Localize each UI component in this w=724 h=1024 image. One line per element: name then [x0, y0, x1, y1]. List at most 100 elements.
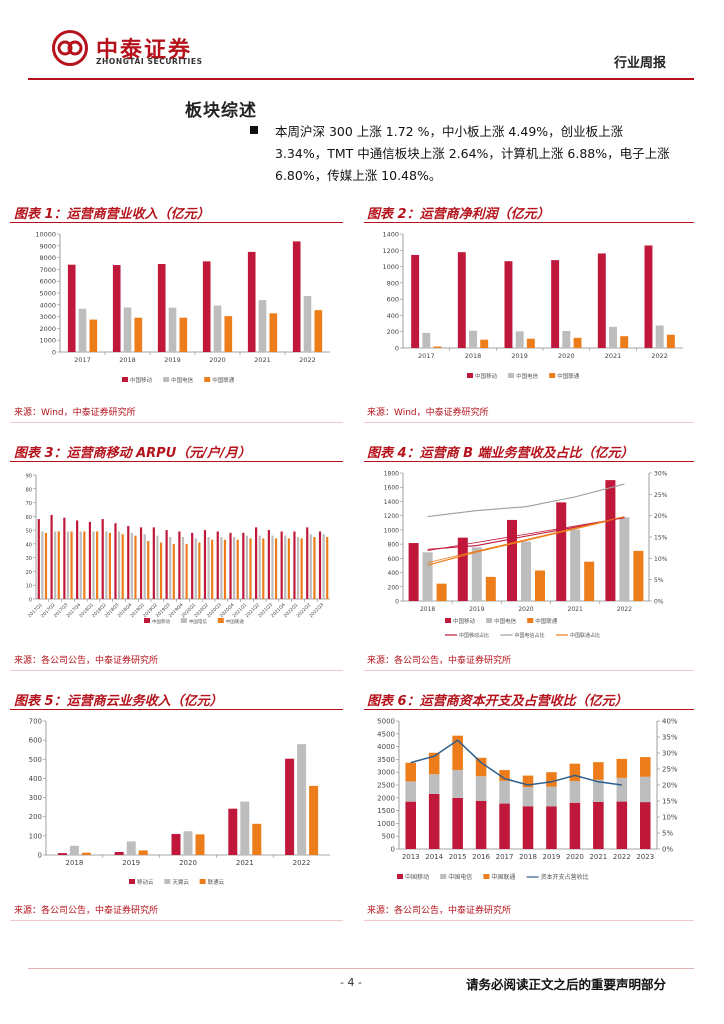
bar-mobile [306, 527, 309, 599]
bar-unicom [274, 538, 278, 599]
legend-swatch [397, 874, 403, 879]
y-tick-label: 600 [388, 556, 400, 563]
y2-tick-label: 30% [654, 471, 668, 478]
bar-mobile [267, 530, 270, 599]
bar-mobile [318, 531, 322, 599]
bar-mobile [229, 532, 232, 599]
bar-mobile [551, 260, 560, 348]
figure-6-title: 图表 6：运营商资本开支及占营收比（亿元） [367, 694, 628, 709]
x-tick-label: 2020 [209, 356, 226, 364]
x-tick-label: 2022 [613, 853, 631, 861]
x-tick-label: 2020 [179, 859, 197, 867]
bar-mobile [37, 519, 40, 599]
y-tick-label: 500 [29, 756, 42, 764]
legend-label: 中国移动 [475, 372, 498, 380]
bar-mobile [242, 532, 245, 599]
bar-unicom [313, 537, 316, 599]
legend-label: 中国联通 [212, 376, 235, 384]
stacked-bar-mobile [452, 797, 463, 849]
legend-label: 中国移动 [152, 618, 170, 625]
bar-telecom [258, 535, 261, 599]
bar-unicom [185, 543, 188, 599]
bar-mobile [203, 530, 207, 599]
company-logo: 中泰证券 ZHONGTAI SECURITIES [52, 30, 222, 72]
y-tick-label: 90 [26, 474, 32, 480]
legend-swatch [180, 618, 187, 623]
stacked-bar-unicom [546, 772, 557, 787]
y-tick-label: 2000 [39, 325, 56, 333]
chart-cloud-revenue: 0 100 200 300 400 500 600 700 2018 2019 2020 2021 20… [29, 718, 330, 886]
figure-3-bottom-rule [10, 670, 343, 671]
y-tick-label: 1000 [39, 337, 56, 345]
x-tick-label: 2019 [543, 853, 561, 861]
legend-label: 中国联通 [226, 618, 244, 625]
page-number: - 4 - [340, 976, 362, 989]
legend-swatch [445, 618, 451, 623]
x-tick-label: 2020 [518, 606, 533, 613]
bar-mobile [63, 517, 66, 599]
bar-telecom [156, 535, 159, 599]
bar-mobile [57, 853, 67, 855]
y2-tick-label: 20% [662, 782, 678, 790]
y-tick-label: 2000 [377, 794, 395, 802]
y-tick-label: 1400 [382, 231, 399, 239]
legend-swatch [129, 879, 135, 884]
legend-label: 中国移动 [405, 873, 429, 881]
bar-telecom [469, 330, 477, 348]
bar-telecom [41, 531, 44, 599]
bar-mobile [152, 527, 155, 599]
bar-unicom [535, 570, 545, 601]
bar-telecom [322, 534, 325, 599]
y-tick-label: 200 [387, 328, 399, 336]
legend-label: 中国联通 [491, 873, 515, 881]
figure-3-title-rule [10, 461, 343, 463]
legend-label: 中国电信 [516, 372, 539, 380]
y-tick-label: 6000 [39, 278, 56, 286]
stacked-bar-mobile [499, 803, 510, 849]
bar-mobile [457, 252, 466, 348]
bar-telecom [515, 331, 524, 348]
figure-6-source: 来源：各公司公告，中泰证券研究所 [367, 906, 512, 916]
bar-telecom [220, 537, 223, 599]
x-tick-label: 2013 [402, 853, 420, 861]
figure-1-title: 图表 1：运营商营业收入（亿元） [14, 207, 210, 222]
y-tick-label: 300 [29, 794, 42, 802]
section-title: 板块综述 [185, 101, 257, 121]
bar-unicom [485, 576, 496, 601]
bar-telecom [240, 801, 250, 855]
bar-mobile [139, 527, 143, 599]
bar-mobile [127, 525, 130, 599]
bar-unicom [300, 538, 303, 599]
legend-label: 中国联通 [535, 617, 558, 625]
bar-mobile [293, 531, 296, 599]
bar-telecom [422, 552, 433, 601]
stacked-bar-unicom [499, 770, 510, 781]
x-tick-label: 2018 [119, 356, 136, 364]
x-tick-label: 2022 [293, 859, 311, 867]
bar-mobile [292, 241, 301, 352]
stacked-bar-telecom [475, 776, 487, 801]
y-tick-label: 700 [29, 718, 42, 726]
legend-swatch [508, 373, 515, 378]
bar-unicom [666, 334, 675, 348]
bar-unicom [83, 531, 86, 599]
bar-mobile [50, 514, 53, 599]
y-tick-label: 2500 [377, 782, 395, 790]
bar-telecom [169, 537, 172, 599]
bar-mobile [101, 519, 104, 599]
stacked-bar-unicom [405, 762, 417, 782]
logo-text-en: ZHONGTAI SECURITIES [96, 57, 203, 66]
figure-3-source: 来源：各公司公告，中泰证券研究所 [14, 656, 159, 666]
stacked-bar-unicom [428, 752, 440, 775]
y-tick-label: 1500 [377, 807, 395, 815]
legend-label: 中国移动占比 [459, 632, 489, 639]
stacked-bar-telecom [569, 781, 581, 803]
legend-label: 中国联通占比 [570, 632, 600, 639]
bar-unicom [480, 339, 489, 348]
bar-unicom [134, 317, 143, 352]
bar-telecom [258, 300, 267, 352]
bar-unicom [172, 543, 175, 599]
y2-tick-label: 35% [662, 734, 678, 742]
figure-3-title: 图表 3：运营商移动 ARPU（元/户/月） [14, 446, 251, 461]
y2-tick-label: 25% [654, 492, 668, 499]
